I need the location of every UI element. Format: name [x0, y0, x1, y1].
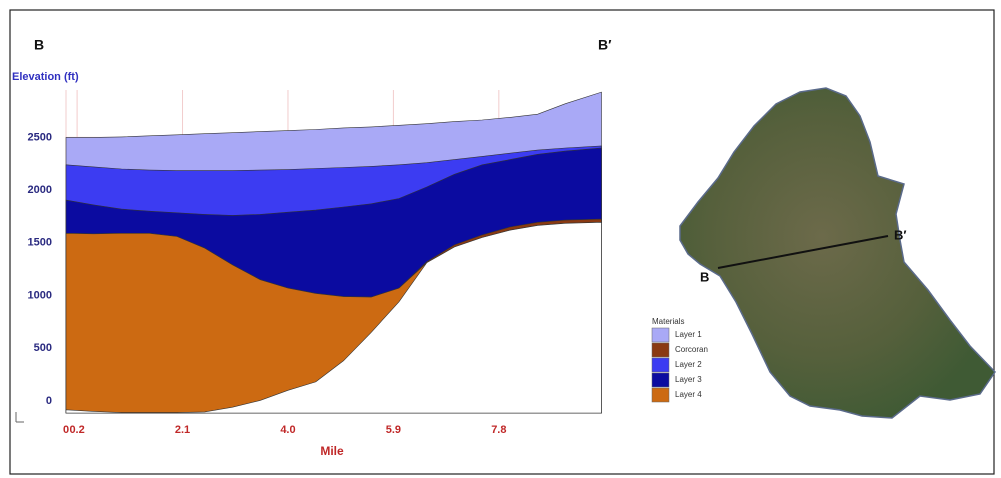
- y-tick-label: 1000: [28, 289, 52, 301]
- legend-label: Layer 2: [675, 360, 702, 369]
- x-tick-label: 4.0: [280, 424, 295, 436]
- y-tick-label: 2000: [28, 184, 52, 196]
- legend-label: Layer 1: [675, 330, 702, 339]
- legend-label: Layer 3: [675, 375, 702, 384]
- x-tick-label: 2.1: [175, 424, 190, 436]
- x-tick-label: 5.9: [386, 424, 401, 436]
- y-tick-label: 0: [46, 395, 52, 407]
- map-label: B: [700, 269, 709, 284]
- map-label: B′: [894, 227, 907, 242]
- legend-swatch: [652, 328, 669, 342]
- legend-swatch: [652, 343, 669, 357]
- y-tick-label: 1500: [28, 237, 52, 249]
- legend-label: Layer 4: [675, 390, 702, 399]
- legend-swatch: [652, 388, 669, 402]
- x-axis-title: Mile: [320, 444, 344, 458]
- legend-swatch: [652, 373, 669, 387]
- section-label: B′: [598, 37, 612, 53]
- legend-swatch: [652, 358, 669, 372]
- section-label: B: [34, 37, 44, 53]
- x-tick-label: 7.8: [491, 424, 506, 436]
- legend-title: Materials: [652, 317, 684, 326]
- figure: B B′ Elevation (ft) Mile 0 500 1000 1500 200…: [0, 0, 1001, 478]
- x-tick-label: 0: [63, 424, 69, 436]
- y-axis-title: Elevation (ft): [12, 71, 79, 83]
- x-tick-label: 0.2: [69, 424, 84, 436]
- legend-label: Corcoran: [675, 345, 708, 354]
- page: B B′ Elevation (ft) Mile 0 500 1000 1500 200…: [0, 0, 1001, 478]
- legend: Materials Layer 1 Corcoran Layer 2 Layer 3 L…: [652, 317, 708, 402]
- y-tick-label: 2500: [28, 131, 52, 143]
- y-tick-label: 500: [34, 342, 52, 354]
